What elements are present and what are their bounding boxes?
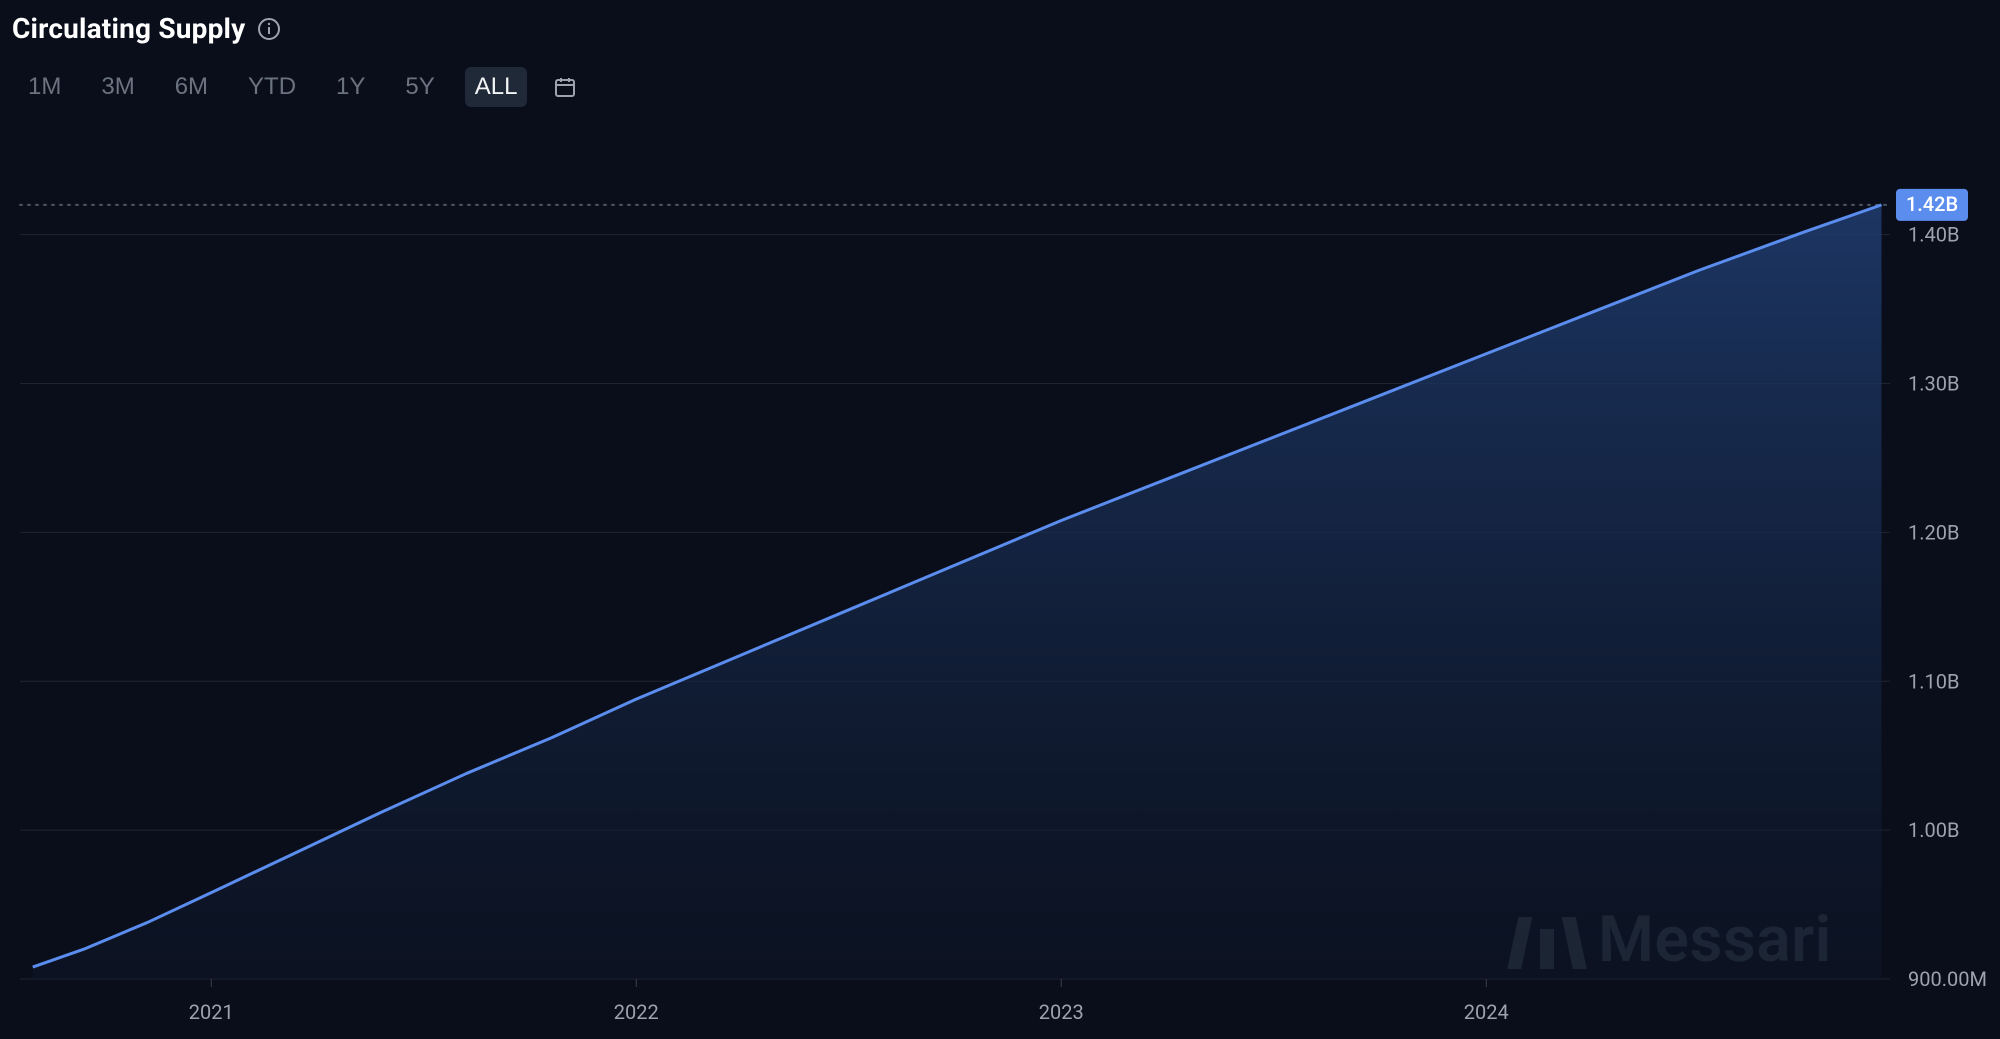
chart-area[interactable]: 900.00M 1.00B 1.10B 1.20B 1.30B 1.40B 2021 2022… <box>18 160 1990 1039</box>
range-all[interactable]: ALL <box>465 67 528 107</box>
current-value-label: 1.42B <box>1906 192 1958 216</box>
range-6m[interactable]: 6M <box>165 67 218 107</box>
svg-text:Messari: Messari <box>1598 902 1832 977</box>
chart-header: Circulating Supply <box>12 12 2000 45</box>
chart-title: Circulating Supply <box>12 12 245 45</box>
series-area <box>33 205 1882 979</box>
x-tick-label: 2022 <box>614 1000 659 1024</box>
y-tick-label: 900.00M <box>1908 967 1987 991</box>
range-ytd[interactable]: YTD <box>238 67 306 107</box>
range-1y[interactable]: 1Y <box>326 67 375 107</box>
x-tick-label: 2021 <box>189 1000 234 1024</box>
range-3m[interactable]: 3M <box>91 67 144 107</box>
chart-panel: Circulating Supply 1M 3M 6M YTD 1Y 5Y ALL 900.… <box>0 0 2000 1039</box>
x-tick-label: 2024 <box>1464 1000 1509 1024</box>
y-tick-label: 1.00B <box>1908 818 1959 842</box>
range-1m[interactable]: 1M <box>18 67 71 107</box>
x-tick-label: 2023 <box>1039 1000 1084 1024</box>
y-tick-label: 1.40B <box>1908 223 1959 247</box>
calendar-icon[interactable] <box>553 75 577 99</box>
info-icon[interactable] <box>257 17 281 41</box>
y-tick-label: 1.30B <box>1908 372 1959 396</box>
y-tick-label: 1.20B <box>1908 520 1959 544</box>
range-selector: 1M 3M 6M YTD 1Y 5Y ALL <box>12 67 2000 107</box>
range-5y[interactable]: 5Y <box>395 67 444 107</box>
y-tick-label: 1.10B <box>1908 669 1959 693</box>
